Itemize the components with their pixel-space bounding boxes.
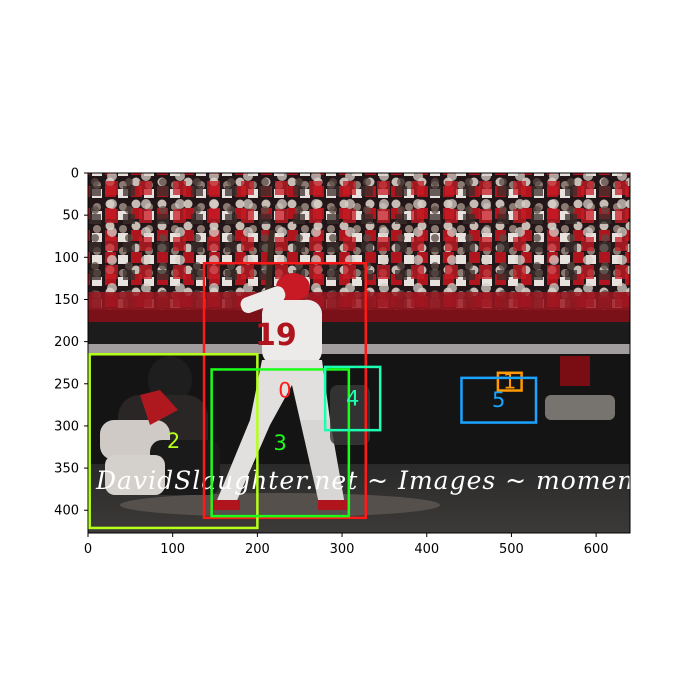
axes-frame <box>87 172 631 534</box>
x-tick-label: 300 <box>330 542 355 557</box>
detection-label-5: 5 <box>492 388 505 412</box>
x-tick-label: 100 <box>160 542 185 557</box>
detection-label-3: 3 <box>274 431 287 455</box>
y-tick-label: 50 <box>62 209 79 224</box>
y-tick-label: 350 <box>54 462 79 477</box>
y-tick-label: 0 <box>71 167 79 182</box>
detection-box-0 <box>202 261 368 520</box>
detection-label-4: 4 <box>346 387 359 411</box>
detection-label-1: 1 <box>503 370 516 394</box>
y-tick-label: 400 <box>54 504 79 519</box>
photo: 19 DavidSlaughter.net ~ Images ~ moments <box>88 173 659 533</box>
detection-box-1 <box>496 371 523 392</box>
detection-boxes: 0 1 2 3 4 5 <box>88 261 538 530</box>
x-tick-label: 600 <box>584 542 609 557</box>
y-tick-label: 300 <box>54 419 79 434</box>
x-tick-label: 0 <box>84 542 92 557</box>
detection-label-2: 2 <box>167 429 180 453</box>
x-tick-label: 500 <box>499 542 524 557</box>
batter-figure: 19 <box>210 229 348 510</box>
catcher-figure <box>100 356 220 495</box>
x-axis-ticks: 0 100 200 300 400 500 600 <box>84 533 609 557</box>
detection-box-4 <box>323 365 382 432</box>
x-tick-label: 200 <box>245 542 270 557</box>
detection-box-5 <box>460 376 538 424</box>
detection-box-3 <box>210 368 351 518</box>
svg-text:19: 19 <box>255 318 297 353</box>
y-tick-label: 100 <box>54 251 79 266</box>
y-tick-label: 200 <box>54 335 79 350</box>
y-tick-label: 250 <box>54 377 79 392</box>
watermark: DavidSlaughter.net ~ Images ~ moments <box>95 466 659 495</box>
x-tick-label: 400 <box>414 542 439 557</box>
detection-label-0: 0 <box>278 379 291 403</box>
y-tick-label: 150 <box>54 293 79 308</box>
y-axis-ticks: 0 50 100 150 200 250 300 350 400 <box>54 167 88 519</box>
detection-box-2 <box>88 353 259 530</box>
